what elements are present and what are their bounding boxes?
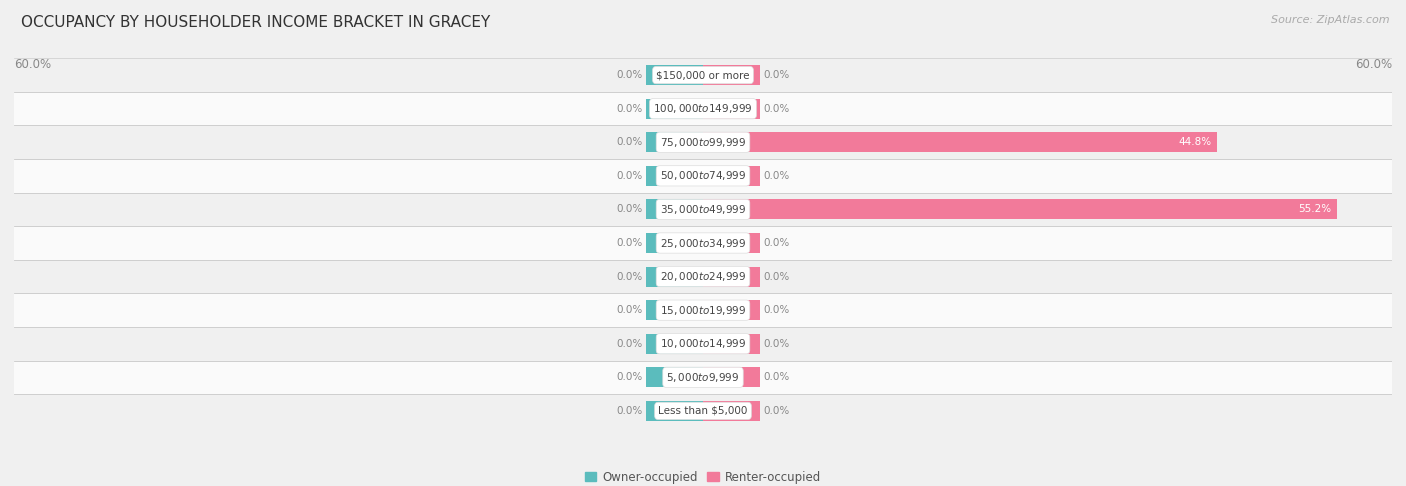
Bar [645,65,703,85]
Text: $100,000 to $149,999: $100,000 to $149,999 [654,102,752,115]
Text: 0.0%: 0.0% [616,339,643,349]
Bar [14,394,1392,428]
Text: $20,000 to $24,999: $20,000 to $24,999 [659,270,747,283]
Bar [645,99,703,119]
Bar [703,300,761,320]
Bar [645,166,703,186]
Text: 0.0%: 0.0% [616,70,643,80]
Text: 0.0%: 0.0% [763,171,790,181]
Text: $5,000 to $9,999: $5,000 to $9,999 [666,371,740,384]
Bar [703,132,1218,152]
Bar [14,226,1392,260]
Text: 0.0%: 0.0% [616,305,643,315]
Text: 0.0%: 0.0% [763,238,790,248]
Bar [14,361,1392,394]
Text: Source: ZipAtlas.com: Source: ZipAtlas.com [1271,15,1389,25]
Bar [645,367,703,387]
Bar [645,401,703,421]
Text: $35,000 to $49,999: $35,000 to $49,999 [659,203,747,216]
Text: 0.0%: 0.0% [763,70,790,80]
Text: 0.0%: 0.0% [763,104,790,114]
Bar [14,192,1392,226]
Text: 0.0%: 0.0% [763,406,790,416]
Text: $10,000 to $14,999: $10,000 to $14,999 [659,337,747,350]
Bar [703,334,761,354]
Text: $15,000 to $19,999: $15,000 to $19,999 [659,304,747,317]
Bar [703,65,761,85]
Text: 44.8%: 44.8% [1178,137,1212,147]
Bar [703,199,1337,220]
Text: 0.0%: 0.0% [616,238,643,248]
Bar [14,125,1392,159]
Bar [645,233,703,253]
Text: 60.0%: 60.0% [14,58,51,71]
Bar [645,199,703,220]
Text: 0.0%: 0.0% [616,406,643,416]
Bar [14,159,1392,192]
Text: 0.0%: 0.0% [763,305,790,315]
Text: 0.0%: 0.0% [616,104,643,114]
Text: 0.0%: 0.0% [763,339,790,349]
Text: 60.0%: 60.0% [1355,58,1392,71]
Bar [14,92,1392,125]
Text: $150,000 or more: $150,000 or more [657,70,749,80]
Bar [645,266,703,287]
Text: 0.0%: 0.0% [616,372,643,382]
Bar [14,327,1392,361]
Text: $25,000 to $34,999: $25,000 to $34,999 [659,237,747,249]
Text: 0.0%: 0.0% [763,372,790,382]
Text: $50,000 to $74,999: $50,000 to $74,999 [659,169,747,182]
Text: 0.0%: 0.0% [616,137,643,147]
Text: 0.0%: 0.0% [616,205,643,214]
Text: Less than $5,000: Less than $5,000 [658,406,748,416]
Bar [703,266,761,287]
Bar [703,367,761,387]
Legend: Owner-occupied, Renter-occupied: Owner-occupied, Renter-occupied [579,466,827,486]
Bar [703,233,761,253]
Bar [14,58,1392,92]
Bar [645,300,703,320]
Bar [703,99,761,119]
Bar [14,260,1392,294]
Text: 55.2%: 55.2% [1298,205,1331,214]
Bar [703,166,761,186]
Text: 0.0%: 0.0% [616,272,643,281]
Bar [645,132,703,152]
Bar [14,294,1392,327]
Text: $75,000 to $99,999: $75,000 to $99,999 [659,136,747,149]
Bar [703,401,761,421]
Bar [645,334,703,354]
Text: 0.0%: 0.0% [763,272,790,281]
Text: 0.0%: 0.0% [616,171,643,181]
Text: OCCUPANCY BY HOUSEHOLDER INCOME BRACKET IN GRACEY: OCCUPANCY BY HOUSEHOLDER INCOME BRACKET … [21,15,491,30]
